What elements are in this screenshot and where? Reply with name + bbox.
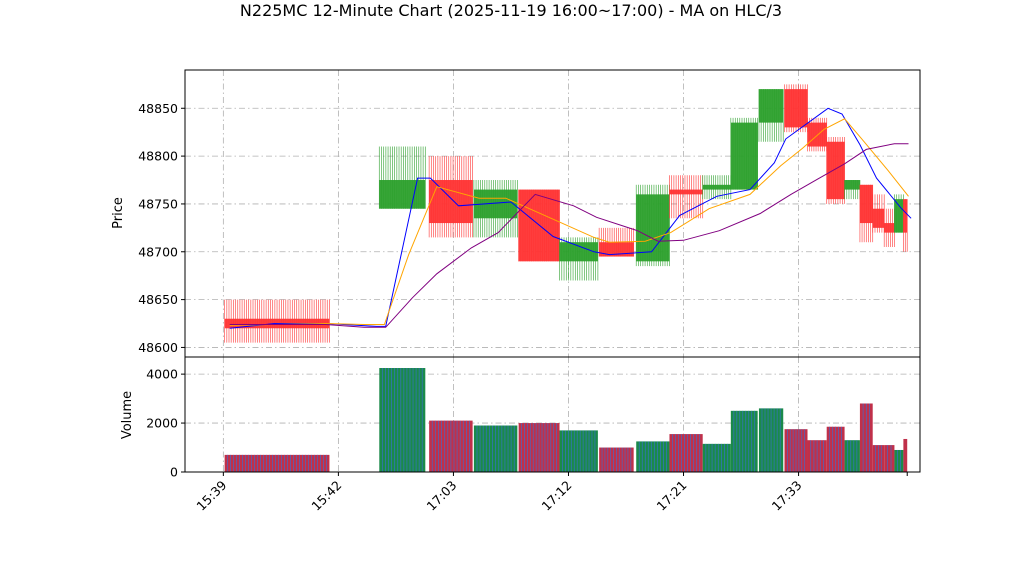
volume-bar xyxy=(784,429,808,472)
x-tick-label: 15:42 xyxy=(308,478,344,514)
volume-bar xyxy=(903,438,908,472)
candle xyxy=(872,194,885,233)
moving-average-line xyxy=(229,143,909,328)
candle xyxy=(702,175,732,200)
volume-bar-fill xyxy=(884,445,895,472)
volume-bar xyxy=(884,445,895,472)
price-axis-label: Price xyxy=(111,197,126,229)
volume-bar xyxy=(844,440,860,472)
x-tick-label: 17:03 xyxy=(423,478,459,514)
candle xyxy=(669,175,704,219)
volume-bar-fill xyxy=(702,443,731,472)
volume-axis-label: Volume xyxy=(120,391,135,439)
candle xyxy=(807,117,828,152)
price-candles xyxy=(224,84,908,343)
volume-bar-fill xyxy=(379,368,426,472)
candle-body xyxy=(903,199,908,233)
volume-bar-fill xyxy=(894,449,904,472)
moving-average-lines xyxy=(229,107,912,329)
chart-title: N225MC 12-Minute Chart (2025-11-19 16:00… xyxy=(240,1,782,20)
volume-bar xyxy=(758,408,784,472)
candle-body xyxy=(730,122,758,190)
candle-body xyxy=(702,184,731,190)
volume-tick-label: 2000 xyxy=(146,416,178,431)
price-tick-label: 48650 xyxy=(138,292,178,307)
candle xyxy=(428,156,473,238)
volume-bar xyxy=(559,430,598,472)
candle-body xyxy=(379,180,426,209)
price-y-ticks: 48600 48650 48700 48750 48800 48850 xyxy=(138,101,185,355)
x-tick-label: 15:39 xyxy=(193,477,229,513)
volume-bar xyxy=(807,440,827,472)
candle xyxy=(903,199,908,252)
price-tick-label: 48800 xyxy=(138,149,178,164)
volume-bar xyxy=(730,410,758,472)
candle xyxy=(844,180,861,200)
candle-body xyxy=(784,89,808,128)
candle-body xyxy=(859,184,873,224)
candle-body xyxy=(894,199,904,233)
candle xyxy=(826,136,845,204)
candle-body xyxy=(884,223,895,233)
price-tick-label: 48600 xyxy=(138,340,178,355)
volume-bar xyxy=(636,441,670,472)
candle xyxy=(224,299,330,343)
price-tick-label: 48750 xyxy=(138,196,178,211)
candle xyxy=(859,184,874,243)
volume-bar xyxy=(518,423,560,472)
candle xyxy=(758,89,784,142)
price-tick-label: 48700 xyxy=(138,244,178,259)
candle xyxy=(559,237,599,281)
volume-bar-fill xyxy=(224,454,330,472)
volume-bar xyxy=(669,434,703,472)
volume-tick-label: 4000 xyxy=(146,367,178,382)
candle-body xyxy=(844,180,860,190)
candle-body xyxy=(636,194,670,262)
candle-body xyxy=(429,180,473,224)
volume-y-ticks: 0 2000 4000 xyxy=(146,367,185,480)
volume-bar-fill xyxy=(844,440,860,472)
candle-body xyxy=(872,208,885,228)
volume-tick-label: 0 xyxy=(170,465,178,480)
volume-bar xyxy=(872,445,885,472)
volume-bar-fill xyxy=(559,430,598,472)
volume-bar-fill xyxy=(903,438,908,472)
volume-bar-fill xyxy=(730,410,758,472)
candle-body xyxy=(758,89,784,123)
x-tick-label: 17:12 xyxy=(539,478,575,514)
volume-bar xyxy=(429,420,473,472)
candle-body xyxy=(669,189,703,195)
x-tick-label: 17:21 xyxy=(654,478,690,514)
volume-bar xyxy=(894,449,904,472)
volume-bar xyxy=(826,426,845,472)
price-panel: 48600 48650 48700 48750 48800 48850 Price xyxy=(111,69,921,358)
volume-bar xyxy=(473,425,518,472)
candle xyxy=(883,208,895,247)
volume-bar xyxy=(859,403,873,472)
price-tick-label: 48850 xyxy=(138,101,178,116)
candle xyxy=(894,194,904,233)
volume-bar xyxy=(599,447,634,472)
candle xyxy=(473,180,518,238)
x-tick-label: 17:33 xyxy=(769,478,805,514)
candle-body xyxy=(807,122,827,147)
candle-body xyxy=(559,242,598,262)
volume-bars xyxy=(224,368,908,472)
volume-bar-fill xyxy=(669,434,703,472)
volume-bar xyxy=(379,368,426,472)
candle xyxy=(784,84,808,133)
candle xyxy=(635,184,670,267)
x-axis: 15:39 15:42 17:03 17:12 17:21 17:33 xyxy=(193,472,908,514)
volume-bar xyxy=(224,454,330,472)
candle-body xyxy=(599,242,634,257)
volume-bar xyxy=(702,443,731,472)
moving-average-line xyxy=(229,118,909,326)
volume-bar-fill xyxy=(636,441,670,472)
volume-panel-frame xyxy=(184,356,921,473)
candle-body xyxy=(826,141,845,200)
candle xyxy=(730,117,759,190)
volume-panel: 0 2000 4000 Volume xyxy=(120,356,921,480)
